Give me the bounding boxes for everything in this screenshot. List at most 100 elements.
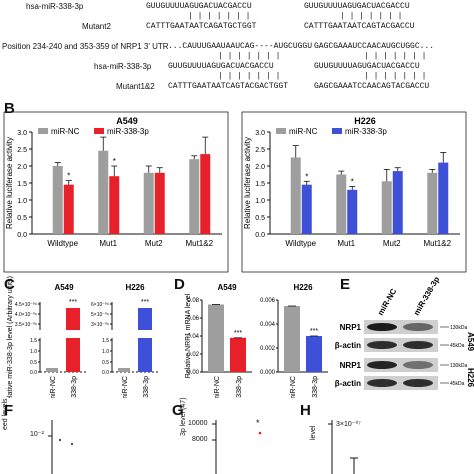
panel-g-ylabel: 3p level (47) [180, 397, 187, 436]
panel-b-ytick-label-1-2: 1.0 [255, 198, 265, 205]
panel-c-bar-nc-0 [46, 368, 58, 372]
panel-b-bar-0-2-0 [143, 172, 154, 234]
panel-d-ytick-label-1-0: 0.000 [260, 370, 276, 376]
panel-b-xlabel-1-0: Wildtype [285, 239, 316, 248]
panel-c-xlabel-0-1: miR-338-3p [71, 376, 78, 398]
panel-e-row-label-0: NRP1 [340, 323, 362, 332]
panel-d-bar-0-0 [208, 304, 224, 372]
seq-utr-right: GAGCGAAAUCCAACAUGCUGGC... [314, 42, 435, 51]
panel-d-ylabel: Relative NRP1 mRNA level [185, 293, 192, 378]
seq-label-position: Position 234-240 and 353-359 of NRP1 3' … [2, 42, 169, 51]
seq-label-mir-2: hsa-miR-338-3p [94, 62, 152, 71]
panel-c-ytick-label-1-5: 0.5 [102, 360, 109, 366]
seq-mir-2-left: GUUGUUUUAGUGACUACGACCU [168, 62, 274, 71]
panel-b-legend-mir-0: miR-338-3p [107, 127, 149, 136]
panel-c-ytick-label-1-1: 5×10⁻⁰⁶ [91, 312, 109, 318]
panel-d-star-0: *** [234, 330, 242, 337]
panel-d-ytick-label-0-4: 0.08 [187, 298, 199, 304]
panel-d-bar-1-0 [284, 306, 300, 372]
seq-mir-1-left: GUUGUUUUAGUGACUACGACCU [146, 2, 252, 11]
panel-b-xlabel-0-0: Wildtype [47, 239, 78, 248]
panel-b-xlabel-0-2: Mut2 [145, 239, 163, 248]
panel-d-title-1: H226 [293, 283, 313, 292]
panel-c-bar-mir-bot-1 [138, 338, 152, 372]
panel-c-chart: Relative miR-338-3p level (Arbitrary uni… [7, 276, 158, 398]
panel-e-blot: miR-NC miR-338-3p NRP1 130kDa β-actin 45kDa NR… [335, 276, 474, 390]
seq-mutant2-right: CATTTGAATAATCAGTACGACCU [304, 22, 415, 31]
pair-lines-1: | | | | | | | [188, 12, 251, 21]
panel-h-ylabel: level [310, 425, 317, 440]
panel-b-xlabel-1-3: Mut1&2 [423, 239, 451, 248]
panel-b-star-1-0: * [305, 172, 308, 181]
panel-b-star-1-1: * [351, 177, 354, 186]
panel-d-title-0: A549 [217, 283, 237, 292]
pair-lines-2: | | | | | | | [340, 12, 403, 21]
panel-e-band-0-1 [403, 323, 433, 331]
panel-c-ytick-label-1-0: 6×10⁻⁰⁶ [91, 302, 109, 308]
panel-e-band-1-1 [403, 341, 433, 349]
panel-d-ytick-label-1-3: 0.006 [260, 298, 276, 304]
panel-b-bar-0-3-0 [189, 159, 200, 234]
panel-d-ytick-label-0-0: 0.00 [187, 370, 199, 376]
panel-b-legend-swatch-mir-1 [332, 128, 342, 134]
panel-c-star-1: *** [141, 299, 149, 306]
panel-b-bar-1-0-0 [290, 157, 301, 234]
panel-letter-b: B [4, 100, 15, 117]
panel-b-xlabel-1-2: Mut2 [383, 239, 401, 248]
panel-d-ytick-label-1-2: 0.004 [260, 322, 276, 328]
panel-b-title-1: H226 [354, 116, 376, 126]
panel-b-bar-0-0-0 [52, 166, 63, 234]
seq-mutant12-right: GAGCGAAATCCAACAGTACGACCU [314, 82, 430, 91]
pair-lines-5: | | | | | | | [218, 72, 281, 81]
seq-label-mutant12: Mutant1&2 [116, 82, 155, 91]
panel-c-break-1 [133, 330, 157, 338]
panel-b-bar-1-1-1 [347, 189, 358, 234]
panel-b-ytick-label-0-3: 1.5 [17, 181, 27, 188]
seq-label-mir-1: hsa-miR-338-3p [26, 2, 84, 11]
panel-c-title-0: A549 [54, 283, 74, 292]
panel-b-legend-swatch-nc-0 [38, 128, 48, 134]
panel-b-legend-swatch-nc-1 [276, 128, 286, 134]
panel-letter-e: E [340, 276, 351, 293]
panel-c-ytick-label-0-3: 1.5 [30, 338, 37, 344]
panel-e-row-label-2: NRP1 [340, 361, 362, 370]
panel-letter-d: D [174, 276, 185, 293]
panel-b-frame-0 [3, 111, 229, 273]
panel-b-xlabel-1-1: Mut1 [337, 239, 355, 248]
panel-g-tick-1: 10000 [188, 420, 208, 427]
panel-b-bar-1-0-1 [301, 184, 312, 234]
seq-mutant12-left: CATTTGAATAATCAGTACGACTGGT [168, 82, 289, 91]
panel-e-size-2: 130kDa [450, 363, 467, 369]
panel-b-star-0-1: * [113, 157, 116, 166]
panel-e-size-1: 45kDa [450, 343, 465, 349]
panel-d-chart: Relative NRP1 mRNA level A549 0.00 0.02 0.04… [185, 283, 328, 398]
panel-d-bar-1-1 [306, 336, 322, 372]
panel-e-cellline-0: A549 [466, 332, 474, 352]
panel-c-ytick-label-0-4: 1.0 [30, 349, 37, 355]
panel-b-bar-1-1-0 [336, 174, 347, 234]
panel-letter-c: C [4, 276, 15, 293]
panel-c-ytick-label-1-3: 1.5 [102, 338, 109, 344]
panel-e-row-label-1: β-actin [335, 341, 361, 350]
panel-b-ytick-label-1-3: 1.5 [255, 181, 265, 188]
panel-b-bar-0-2-1 [154, 172, 165, 234]
pair-lines-3: | | | | | | | [218, 52, 281, 61]
pair-lines-6: | | | | | | | [364, 72, 427, 81]
panel-c-ytick-label-0-2: 3.5×10⁻⁰⁶ [15, 322, 37, 328]
panel-e-row-label-3: β-actin [335, 379, 361, 388]
panel-b-bar-1-3-1 [438, 162, 449, 234]
panel-c-bar-mir-top-1 [138, 308, 152, 330]
panel-h-tick: 3×10⁻⁰⁷ [336, 421, 361, 428]
panel-c-bar-mir-top-0 [66, 308, 80, 330]
seq-utr-left: ...CAUUUGAAUAAUCAG----AUGCUGGU [168, 42, 313, 51]
panel-b-ytick-label-1-0: 0.0 [255, 232, 265, 239]
panel-b-frame-1 [241, 111, 467, 273]
panel-c-ytick-label-0-0: 4.5×10⁻⁰⁶ [15, 302, 37, 308]
panel-b-bar-0-0-1 [63, 184, 74, 234]
panel-b-bar-0-1-1 [109, 176, 120, 234]
panel-c-xlabel-1-1: miR-338-3p [143, 376, 150, 398]
panel-c-ytick-label-1-2: 3×10⁻⁰⁶ [91, 322, 109, 328]
panel-b-ytick-label-1-5: 2.5 [255, 147, 265, 154]
panel-c-bar-nc-1 [118, 368, 130, 372]
panel-c-ytick-label-1-6: 0.0 [102, 370, 109, 376]
